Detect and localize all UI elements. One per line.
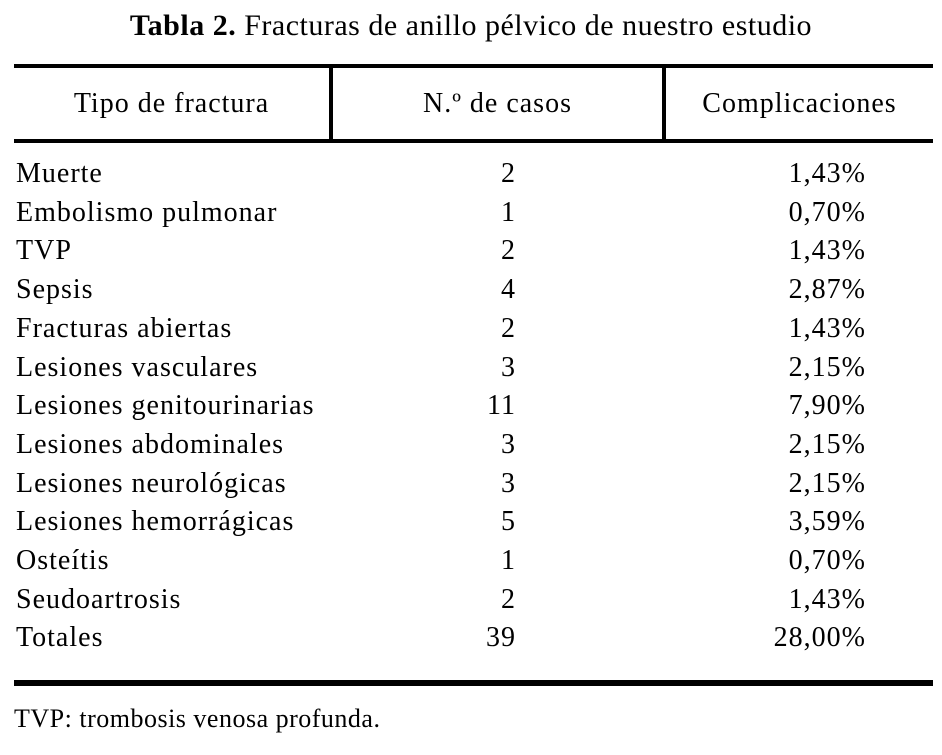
cell-casos: 3 (501, 351, 516, 383)
cell-casos: 2 (501, 312, 516, 344)
cell-tipo: Lesiones hemorrágicas (16, 506, 295, 538)
table-row: Fracturas abiertas 2 1,43% (14, 310, 933, 349)
cell-tipo: Embolismo pulmonar (16, 196, 278, 228)
cell-complicaciones: 1,43% (788, 583, 866, 615)
table-title: Tabla 2. Fracturas de anillo pélvico de … (0, 9, 942, 43)
table-row: TVP 2 1,43% (14, 232, 933, 271)
table-row: Embolismo pulmonar 1 0,70% (14, 194, 933, 233)
cell-tipo: Muerte (16, 158, 103, 189)
table-title-text: Fracturas de anillo pélvico de nuestro e… (236, 9, 813, 42)
cell-tipo: Lesiones genitourinarias (16, 390, 315, 422)
cell-tipo: TVP (16, 235, 72, 267)
table-row: Lesiones abdominales 3 2,15% (14, 426, 933, 465)
cell-casos: 39 (486, 622, 516, 654)
cell-casos: 1 (501, 545, 516, 577)
header-bottom-rule (14, 139, 933, 143)
table-row-totals: Totales 39 28,00% (14, 619, 933, 658)
header-vertical-divider (662, 68, 666, 139)
cell-complicaciones: 2,15% (788, 351, 866, 383)
cell-complicaciones: 28,00% (773, 622, 866, 654)
cell-tipo: Lesiones neurológicas (16, 467, 287, 499)
cell-complicaciones: 2,15% (788, 467, 866, 499)
cell-tipo: Totales (16, 622, 104, 654)
cell-tipo: Fracturas abiertas (16, 312, 233, 344)
table-row: Lesiones hemorrágicas 5 3,59% (14, 503, 933, 542)
table-body: Muerte 2 1,43% Embolismo pulmonar 1 0,70… (14, 143, 933, 680)
column-header-complicaciones: Complicaciones (702, 87, 897, 119)
header-vertical-divider (329, 68, 333, 139)
column-header-num-de-casos: N.º de casos (423, 87, 572, 119)
cell-complicaciones: 2,15% (788, 428, 866, 460)
cell-tipo: Lesiones abdominales (16, 428, 285, 460)
cell-casos: 4 (501, 274, 516, 306)
cell-casos: 1 (501, 196, 516, 228)
cell-tipo: Osteítis (16, 545, 110, 577)
column-header-tipo-de-fractura: Tipo de fractura (73, 87, 270, 119)
table-row: Osteítis 1 0,70% (14, 542, 933, 581)
cell-casos: 3 (501, 428, 516, 460)
table-row: Muerte 2 1,43% (14, 155, 933, 194)
table-row: Lesiones neurológicas 3 2,15% (14, 465, 933, 504)
table-title-label: Tabla 2. (129, 9, 237, 42)
cell-complicaciones: 3,59% (788, 506, 866, 538)
table-top-rule (14, 64, 933, 68)
cell-tipo: Sepsis (16, 274, 94, 306)
table-row: Lesiones vasculares 3 2,15% (14, 349, 933, 388)
footnote: TVP: trombosis venosa profunda. (14, 704, 381, 733)
cell-complicaciones: 1,43% (788, 158, 866, 189)
cell-complicaciones: 1,43% (788, 312, 866, 344)
document-table: Tipo de fractura N.º de casos Complicaci… (14, 64, 933, 687)
table-row: Lesiones genitourinarias 11 7,90% (14, 387, 933, 426)
table-row: Sepsis 4 2,87% (14, 271, 933, 310)
cell-casos: 2 (501, 235, 516, 267)
cell-complicaciones: 0,70% (788, 545, 866, 577)
cell-tipo: Seudoartrosis (16, 583, 182, 615)
table-header-row: Tipo de fractura N.º de casos Complicaci… (14, 68, 933, 139)
cell-tipo: Lesiones vasculares (16, 351, 259, 383)
cell-complicaciones: 1,43% (788, 235, 866, 267)
cell-casos: 3 (501, 467, 516, 499)
cell-casos: 2 (501, 583, 516, 615)
cell-casos: 2 (501, 158, 516, 189)
table-bottom-rule (14, 680, 933, 687)
cell-casos: 5 (501, 506, 516, 538)
cell-complicaciones: 2,87% (788, 274, 866, 306)
cell-complicaciones: 7,90% (788, 390, 866, 422)
cell-complicaciones: 0,70% (788, 196, 866, 228)
cell-casos: 11 (487, 390, 516, 422)
table-row: Seudoartrosis 2 1,43% (14, 581, 933, 620)
